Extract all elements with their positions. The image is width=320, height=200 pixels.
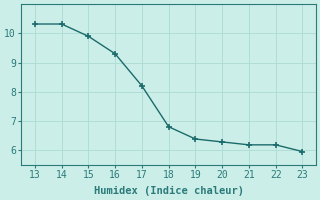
X-axis label: Humidex (Indice chaleur): Humidex (Indice chaleur) — [94, 186, 244, 196]
